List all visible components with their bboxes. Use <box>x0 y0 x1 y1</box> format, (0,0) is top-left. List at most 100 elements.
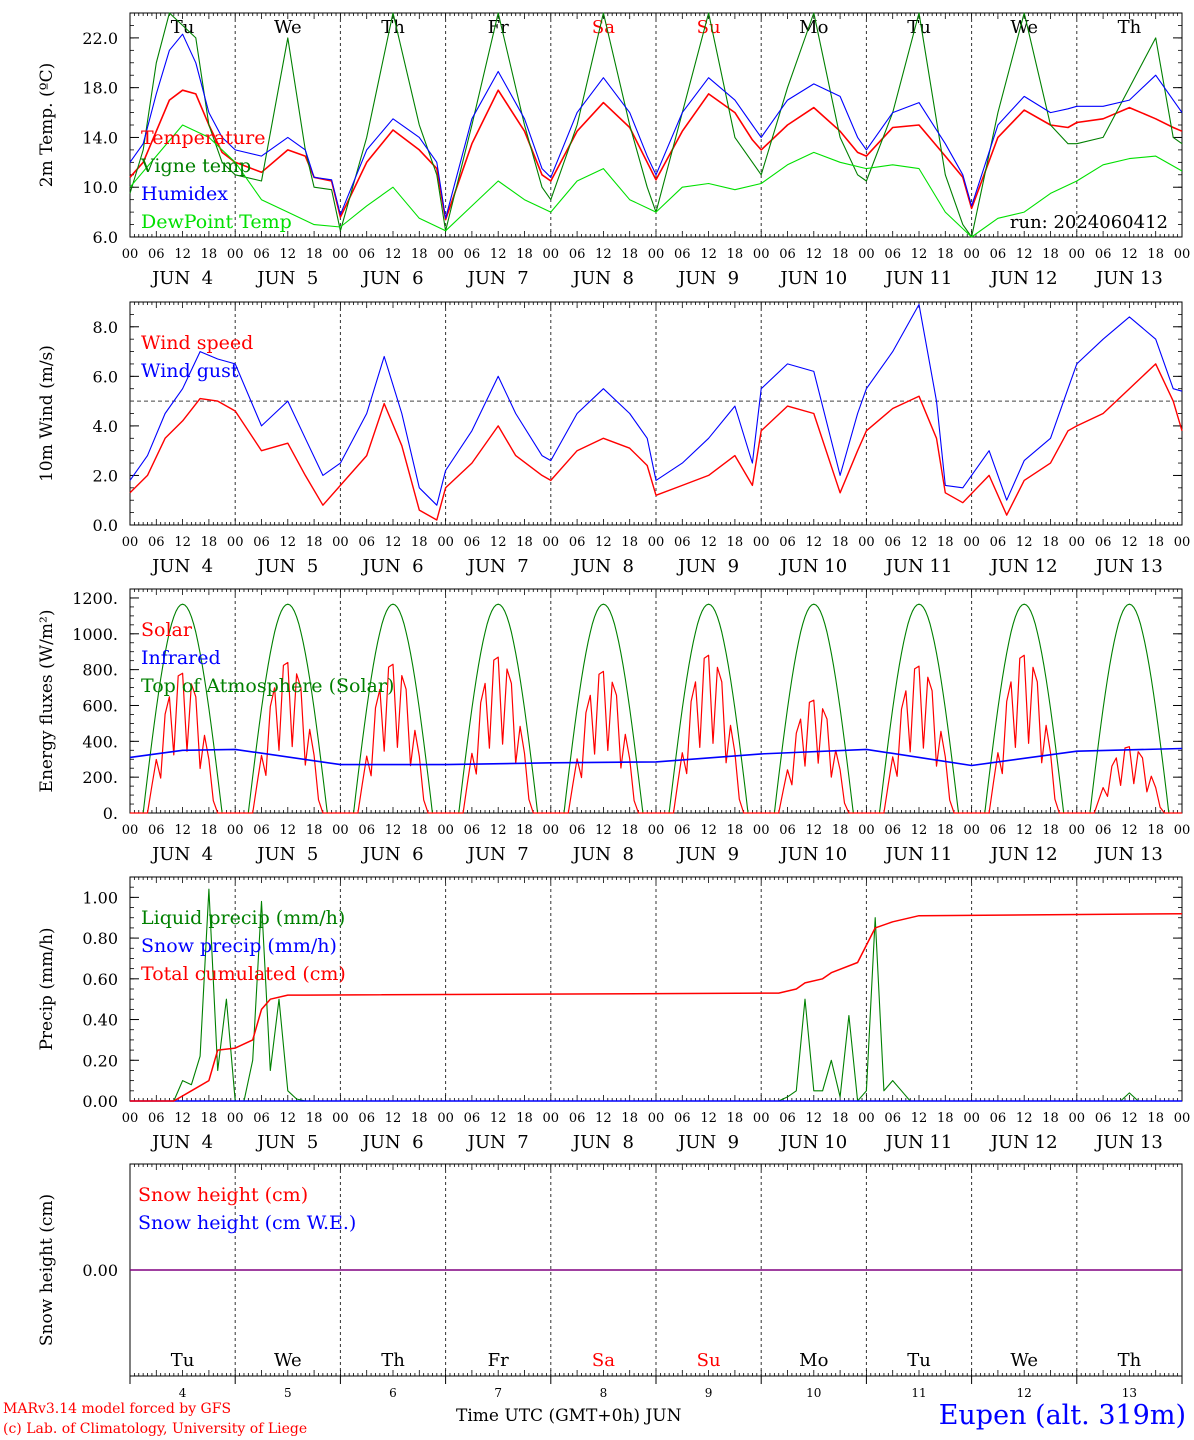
x-hour-label: 12 <box>385 1111 402 1126</box>
x-hour-label: 12 <box>490 823 507 838</box>
x-hour-label: 12 <box>806 535 823 550</box>
day-number-label: 10 <box>806 1386 821 1400</box>
x-hour-label: 12 <box>595 823 612 838</box>
day-number-label: 12 <box>1017 1386 1032 1400</box>
x-hour-label: 12 <box>1121 823 1138 838</box>
day-number-label: 8 <box>600 1386 608 1400</box>
x-hour-label: 18 <box>727 535 744 550</box>
legend-vigne-temp: Vigne temp <box>140 155 251 177</box>
x-hour-label: 00 <box>963 1111 980 1126</box>
x-hour-label: 06 <box>253 535 270 550</box>
day-number-label: 7 <box>494 1386 502 1400</box>
x-hour-label: 18 <box>727 823 744 838</box>
x-hour-label: 18 <box>411 535 428 550</box>
day-number-label: 9 <box>705 1386 713 1400</box>
x-date-label: JUN 8 <box>571 844 634 865</box>
x-hour-label: 00 <box>963 535 980 550</box>
x-date-label: JUN 6 <box>360 1132 423 1153</box>
x-hour-label: 18 <box>201 823 218 838</box>
series-line-vigne-temp <box>129 12 1183 238</box>
lab-credit: (c) Lab. of Climatology, University of L… <box>3 1421 308 1437</box>
x-hour-label: 18 <box>1042 535 1059 550</box>
x-date-label: JUN 4 <box>150 1132 213 1153</box>
x-date-label: JUN 12 <box>989 268 1058 289</box>
x-hour-label: 06 <box>569 1111 586 1126</box>
x-hour-label: 12 <box>174 247 191 262</box>
x-hour-label: 06 <box>884 535 901 550</box>
x-hour-label: 06 <box>674 535 691 550</box>
day-number-label: 6 <box>389 1386 397 1400</box>
y-tick-label: 0.60 <box>82 970 118 989</box>
x-hour-label: 00 <box>648 247 665 262</box>
model-credit: MARv3.14 model forced by GFS <box>3 1401 232 1417</box>
x-hour-label: 00 <box>1069 823 1086 838</box>
day-number-label: 4 <box>179 1386 187 1400</box>
x-date-label: JUN 10 <box>778 844 847 865</box>
weekday-label-bottom: Tu <box>907 1350 931 1371</box>
x-hour-label: 12 <box>1121 1111 1138 1126</box>
x-hour-label: 18 <box>832 247 849 262</box>
x-hour-label: 12 <box>490 247 507 262</box>
x-date-label: JUN 13 <box>1094 268 1163 289</box>
x-hour-label: 06 <box>990 823 1007 838</box>
x-date-label: JUN 7 <box>466 268 529 289</box>
x-hour-label: 12 <box>1016 247 1033 262</box>
x-hour-label: 00 <box>332 1111 349 1126</box>
x-hour-label: 18 <box>411 247 428 262</box>
x-hour-label: 00 <box>1069 1111 1086 1126</box>
y-tick-label: 0.00 <box>82 1092 118 1111</box>
x-hour-label: 00 <box>648 823 665 838</box>
y-tick-label: 600. <box>82 696 118 715</box>
x-hour-label: 12 <box>280 535 297 550</box>
x-hour-label: 00 <box>227 1111 244 1126</box>
x-date-label: JUN 6 <box>360 844 423 865</box>
x-hour-label: 12 <box>490 1111 507 1126</box>
x-hour-label: 06 <box>253 247 270 262</box>
x-hour-label: 00 <box>1174 823 1191 838</box>
x-hour-label: 00 <box>437 247 454 262</box>
x-hour-label: 12 <box>700 823 717 838</box>
series-line-total-cumulated <box>130 912 1183 1102</box>
legend-toa-solar: Top of Atmosphere (Solar) <box>141 675 394 697</box>
day-number-label: 13 <box>1122 1386 1137 1400</box>
x-hour-label: 00 <box>1174 535 1191 550</box>
y-tick-label: 8.0 <box>93 318 118 337</box>
legend-snow-precip: Snow precip (mm/h) <box>141 935 337 957</box>
x-date-label: JUN 12 <box>989 1132 1058 1153</box>
x-hour-label: 18 <box>727 247 744 262</box>
x-hour-label: 00 <box>963 823 980 838</box>
x-hour-label: 12 <box>385 823 402 838</box>
y-tick-label: 1.00 <box>82 888 118 907</box>
weekday-label-top: We <box>274 17 302 38</box>
x-date-label: JUN 12 <box>989 556 1058 577</box>
x-hour-label: 00 <box>1174 247 1191 262</box>
day-number-label: 5 <box>284 1386 292 1400</box>
y-tick-label: 0.0 <box>93 516 118 535</box>
x-hour-label: 18 <box>937 535 954 550</box>
x-hour-label: 12 <box>280 247 297 262</box>
x-hour-label: 12 <box>595 1111 612 1126</box>
weekday-label-top: Mo <box>799 17 828 38</box>
weekday-label-top: We <box>1010 17 1038 38</box>
x-hour-label: 18 <box>937 823 954 838</box>
x-hour-label: 06 <box>358 1111 375 1126</box>
x-hour-label: 12 <box>1016 823 1033 838</box>
x-hour-label: 06 <box>674 1111 691 1126</box>
x-hour-label: 00 <box>858 1111 875 1126</box>
x-hour-label: 18 <box>411 823 428 838</box>
series-line-solar <box>130 654 1182 814</box>
series-line-wind-speed <box>129 363 1183 521</box>
x-hour-label: 06 <box>1095 247 1112 262</box>
x-date-label: JUN 7 <box>466 844 529 865</box>
x-hour-label: 06 <box>884 1111 901 1126</box>
x-date-label: JUN 11 <box>884 268 953 289</box>
y-tick-label: 400. <box>82 732 118 751</box>
x-hour-label: 00 <box>332 247 349 262</box>
x-hour-label: 06 <box>253 823 270 838</box>
x-hour-label: 18 <box>516 1111 533 1126</box>
x-hour-label: 00 <box>753 1111 770 1126</box>
x-hour-label: 18 <box>411 1111 428 1126</box>
x-hour-label: 18 <box>1042 1111 1059 1126</box>
legend-liquid-precip: Liquid precip (mm/h) <box>141 907 345 929</box>
legend-wind-gust: Wind gust <box>141 360 239 382</box>
